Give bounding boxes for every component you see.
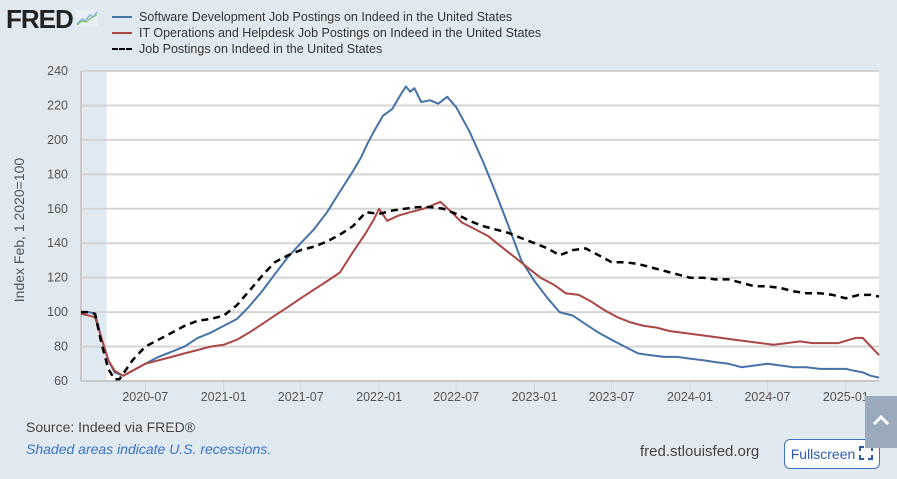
chart-legend: Software Development Job Postings on Ind… bbox=[112, 9, 541, 57]
x-tick-label: 2024-07 bbox=[744, 390, 790, 404]
y-tick-label: 240 bbox=[47, 64, 68, 78]
legend-item-job-postings[interactable]: Job Postings on Indeed in the United Sta… bbox=[112, 41, 541, 57]
x-tick-label: 2021-07 bbox=[278, 390, 324, 404]
x-tick-label: 2023-01 bbox=[512, 390, 558, 404]
legend-item-software-development[interactable]: Software Development Job Postings on Ind… bbox=[112, 9, 541, 25]
y-tick-label: 100 bbox=[47, 305, 68, 319]
expand-icon bbox=[859, 445, 874, 463]
series-line-it-operations bbox=[80, 200, 880, 377]
y-axis: 60 80 100 120 140 160 180 200 220 240 bbox=[47, 64, 68, 388]
fullscreen-button[interactable]: Fullscreen bbox=[784, 439, 880, 469]
x-tick-label: 2022-07 bbox=[433, 390, 479, 404]
scroll-to-top-button[interactable] bbox=[865, 396, 897, 448]
y-tick-label: 120 bbox=[47, 271, 68, 285]
legend-swatch-red bbox=[112, 32, 132, 34]
fullscreen-label: Fullscreen bbox=[790, 446, 856, 462]
source-text: Source: Indeed via FRED® bbox=[26, 419, 196, 435]
legend-label: Job Postings on Indeed in the United Sta… bbox=[139, 42, 383, 56]
plot-area bbox=[81, 71, 879, 381]
legend-swatch-dashed bbox=[112, 48, 132, 50]
y-tick-label: 200 bbox=[47, 133, 68, 147]
recession-band bbox=[81, 71, 107, 381]
x-tick-label: 2024-01 bbox=[667, 390, 713, 404]
series-layer bbox=[80, 85, 880, 381]
series-line-software-development bbox=[81, 85, 880, 379]
legend-label: IT Operations and Helpdesk Job Postings … bbox=[139, 26, 542, 40]
x-tick-label: 2025-01 bbox=[823, 390, 869, 404]
recession-note: Shaded areas indicate U.S. recessions. bbox=[26, 441, 272, 457]
site-url[interactable]: fred.stlouisfed.org bbox=[640, 443, 760, 460]
series-line-all-job-postings bbox=[81, 205, 880, 381]
legend-item-it-operations[interactable]: IT Operations and Helpdesk Job Postings … bbox=[112, 25, 541, 41]
recession-shading-layer bbox=[81, 71, 107, 381]
logo-text: FRED bbox=[6, 4, 74, 34]
chevron-up-icon bbox=[872, 413, 890, 431]
fred-graph-icon bbox=[75, 10, 98, 31]
x-axis: 2020-07 2021-01 2021-07 2022-01 2022-07 2023-… bbox=[81, 380, 879, 404]
y-tick-label: 160 bbox=[47, 202, 68, 216]
y-tick-label: 220 bbox=[47, 98, 68, 112]
y-tick-label: 180 bbox=[47, 167, 68, 181]
x-tick-label: 2020-07 bbox=[122, 390, 168, 404]
y-tick-label: 140 bbox=[47, 236, 68, 250]
x-tick-label: 2023-07 bbox=[589, 390, 635, 404]
y-tick-label: 60 bbox=[54, 374, 68, 388]
y-axis-title: Index Feb, 1 2020=100 bbox=[11, 157, 27, 303]
x-tick-label: 2022-01 bbox=[356, 390, 402, 404]
fred-logo[interactable]: FRED bbox=[6, 4, 98, 35]
legend-swatch-blue bbox=[112, 16, 132, 18]
x-tick-label: 2021-01 bbox=[201, 390, 247, 404]
y-tick-label: 80 bbox=[54, 340, 68, 354]
legend-label: Software Development Job Postings on Ind… bbox=[139, 10, 513, 24]
